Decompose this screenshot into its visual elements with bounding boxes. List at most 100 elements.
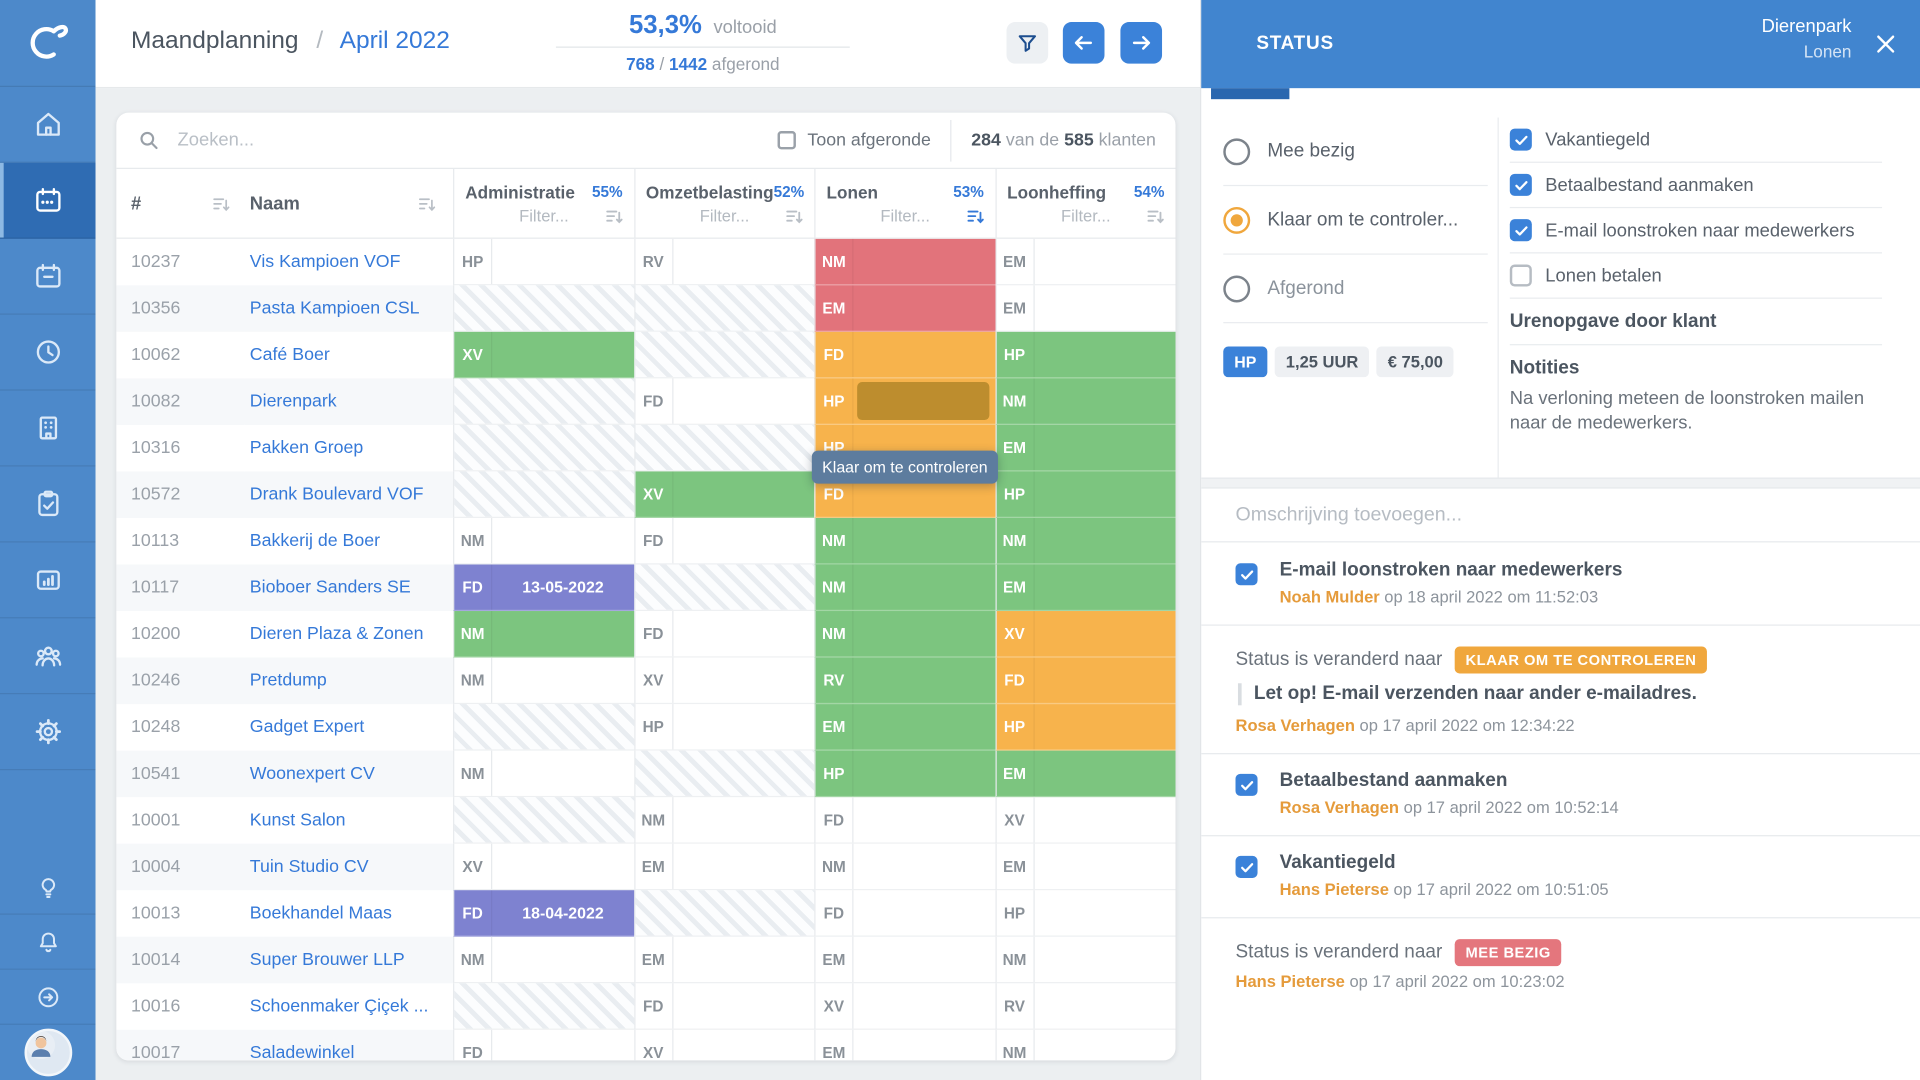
status-cell[interactable]: XV: [633, 1029, 815, 1061]
status-cell[interactable]: XV: [453, 331, 634, 379]
status-cell[interactable]: XV: [994, 611, 1176, 658]
sidebar-item-clock[interactable]: [0, 315, 96, 391]
filter-input[interactable]: Filter...: [519, 206, 569, 225]
status-cell[interactable]: FD: [453, 1029, 634, 1061]
filter-input[interactable]: Filter...: [699, 206, 750, 225]
status-cell[interactable]: RV: [814, 657, 995, 705]
client-name-link[interactable]: Bioboer Sanders SE: [244, 564, 454, 612]
status-cell[interactable]: EM: [994, 564, 1176, 612]
status-cell[interactable]: NM: [994, 378, 1176, 425]
status-cell[interactable]: [453, 797, 634, 844]
sort-icon[interactable]: [604, 206, 622, 224]
sidebar-item-settings[interactable]: [0, 694, 96, 771]
status-cell[interactable]: FD: [814, 890, 995, 937]
status-cell[interactable]: [633, 750, 815, 798]
status-cell[interactable]: NM: [814, 611, 995, 658]
client-name-link[interactable]: Kunst Salon: [249, 810, 346, 831]
comment-input[interactable]: Omschrijving toevoegen...: [1201, 489, 1920, 543]
status-cell[interactable]: NM: [814, 517, 995, 565]
status-cell[interactable]: EM: [814, 936, 995, 984]
client-name-link[interactable]: Boekhandel Maas: [249, 903, 392, 924]
task-checkbox-e-mail-loonstroken-naar-medewerkers[interactable]: E-mail loonstroken naar medewerkers: [1509, 208, 1883, 254]
task-checkbox-betaalbestand-aanmaken[interactable]: Betaalbestand aanmaken: [1509, 163, 1883, 209]
status-cell[interactable]: NM: [453, 657, 634, 705]
status-cell[interactable]: NM: [994, 936, 1176, 984]
status-cell[interactable]: HP: [994, 890, 1176, 937]
sort-icon[interactable]: [785, 206, 803, 224]
status-cell[interactable]: NM: [814, 238, 995, 286]
status-cell[interactable]: [453, 285, 634, 332]
sidebar-item-home[interactable]: [0, 87, 96, 163]
status-radio-mee-bezig[interactable]: Mee bezig: [1223, 118, 1488, 187]
status-cell[interactable]: EM: [994, 238, 1176, 286]
status-cell[interactable]: FD: [814, 797, 995, 844]
client-name-link[interactable]: Bakkerij de Boer: [249, 531, 381, 552]
status-cell[interactable]: [633, 331, 815, 379]
status-cell[interactable]: EM: [814, 1029, 995, 1061]
client-name-link[interactable]: Saladewinkel: [244, 1029, 454, 1061]
sidebar-item-calendar-month[interactable]: [0, 162, 96, 239]
sidebar-item-company[interactable]: [0, 391, 96, 467]
status-cell[interactable]: [453, 983, 634, 1030]
status-cell[interactable]: [633, 424, 815, 472]
sidebar-item-team[interactable]: [0, 618, 96, 695]
status-cell[interactable]: EM: [994, 750, 1176, 798]
client-name-link[interactable]: Tuin Studio CV: [244, 843, 454, 891]
sidebar-item-bell[interactable]: [0, 915, 96, 970]
filter-input[interactable]: Filter...: [1061, 206, 1111, 225]
feed-checkbox[interactable]: [1235, 563, 1258, 586]
sort-icon[interactable]: [418, 194, 436, 212]
status-cell[interactable]: [633, 890, 815, 937]
status-cell[interactable]: FD 13-05-2022: [453, 564, 634, 612]
client-name-link[interactable]: Dierenpark: [244, 378, 454, 425]
status-radio-afgerond[interactable]: Afgerond: [1223, 255, 1488, 324]
status-cell[interactable]: FD 18-04-2022: [453, 890, 634, 937]
status-cell[interactable]: EM: [633, 936, 815, 984]
client-name-link[interactable]: Pakken Groep: [249, 438, 364, 458]
status-cell[interactable]: [633, 564, 815, 612]
status-cell[interactable]: NM: [994, 517, 1176, 565]
status-cell[interactable]: NM: [994, 1029, 1176, 1061]
sort-icon[interactable]: [1146, 206, 1164, 224]
status-cell[interactable]: NM: [453, 936, 634, 984]
status-cell[interactable]: XV: [994, 797, 1176, 844]
sidebar-item-reports[interactable]: [0, 542, 96, 619]
close-panel-button[interactable]: [1871, 29, 1900, 58]
next-month-button[interactable]: [1120, 22, 1163, 64]
status-cell[interactable]: HP: [453, 238, 634, 286]
task-checkbox-vakantiegeld[interactable]: Vakantiegeld: [1509, 118, 1883, 163]
status-cell[interactable]: RV: [994, 983, 1176, 1030]
status-cell[interactable]: HP: [994, 471, 1176, 518]
status-cell[interactable]: EM: [814, 704, 995, 751]
client-name-link[interactable]: Pasta Kampioen CSL: [244, 285, 454, 332]
status-cell[interactable]: EM: [814, 285, 995, 332]
status-cell[interactable]: NM: [453, 517, 634, 565]
status-cell[interactable]: HP: [994, 704, 1176, 751]
status-cell[interactable]: RV: [633, 238, 815, 286]
sidebar-item-calendar[interactable]: [0, 239, 96, 315]
status-cell[interactable]: HP: [814, 378, 995, 425]
status-cell[interactable]: FD: [633, 983, 815, 1030]
sidebar-item-logout[interactable]: [0, 970, 96, 1025]
sort-icon[interactable]: [212, 194, 230, 212]
status-cell[interactable]: [453, 471, 634, 518]
task-checkbox-lonen-betalen[interactable]: Lonen betalen: [1509, 253, 1883, 299]
status-cell[interactable]: FD: [814, 331, 995, 379]
filter-input[interactable]: Filter...: [880, 206, 930, 225]
status-cell[interactable]: NM: [633, 797, 815, 844]
search-input[interactable]: Zoeken...: [177, 129, 255, 151]
status-cell[interactable]: NM: [453, 750, 634, 798]
status-cell[interactable]: EM: [994, 424, 1176, 472]
status-cell[interactable]: HP: [814, 750, 995, 798]
status-cell[interactable]: FD: [633, 611, 815, 658]
status-cell[interactable]: FD: [633, 378, 815, 425]
feed-checkbox[interactable]: [1235, 855, 1258, 878]
show-completed-toggle[interactable]: Toon afgeronde: [778, 130, 931, 150]
status-cell[interactable]: EM: [994, 843, 1176, 891]
status-cell[interactable]: NM: [814, 843, 995, 891]
status-cell[interactable]: NM: [814, 564, 995, 612]
status-cell[interactable]: XV: [814, 983, 995, 1030]
client-name-link[interactable]: Café Boer: [249, 345, 330, 365]
show-completed-checkbox[interactable]: [778, 131, 797, 150]
status-cell[interactable]: NM: [453, 611, 634, 658]
